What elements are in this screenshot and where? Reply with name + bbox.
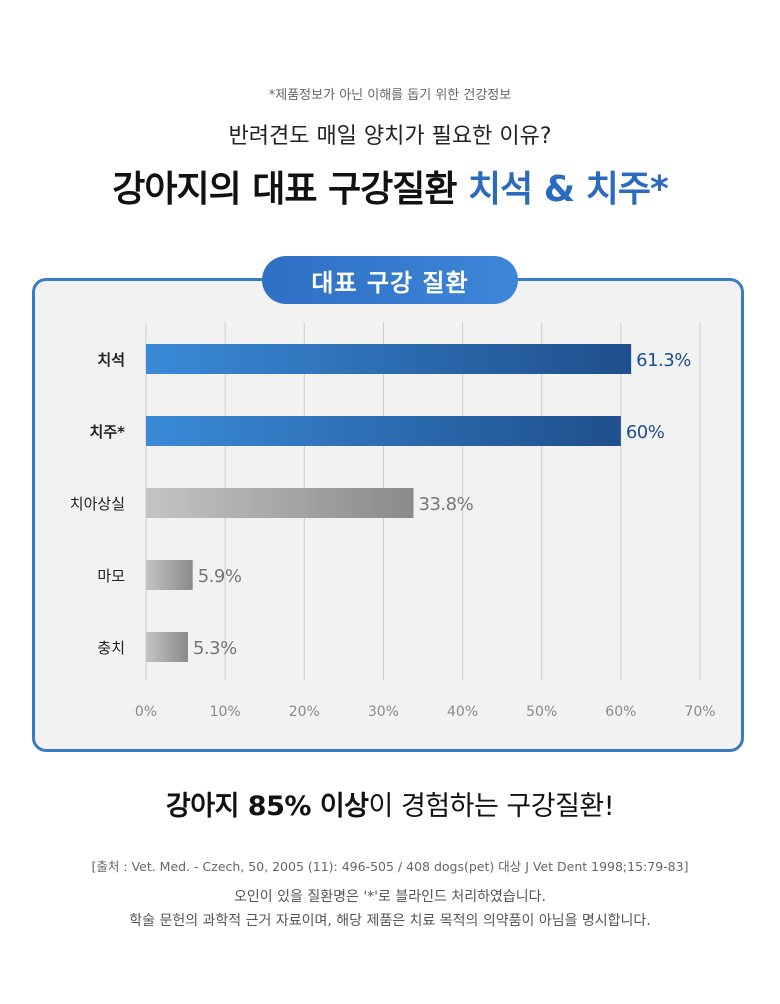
headline-main: 강아지의 대표 구강질환 <box>112 169 469 210</box>
category-label: 치아상실 <box>70 495 125 513</box>
blind-notice: 오인이 있을 질환명은 '*'로 블라인드 처리하였습니다. <box>234 889 546 905</box>
bar <box>146 344 632 374</box>
headline-accent: 치석 & 치주* <box>468 169 669 210</box>
x-tick-label: 20% <box>289 704 320 720</box>
value-label: 5.3% <box>193 638 237 659</box>
x-tick-label: 10% <box>210 704 241 720</box>
category-label: 치석 <box>97 351 125 369</box>
x-tick-label: 0% <box>135 704 157 720</box>
category-label: 마모 <box>97 567 125 585</box>
category-label: 치주* <box>90 423 126 441</box>
x-tick-label: 50% <box>526 704 557 720</box>
x-tick-label: 40% <box>447 704 478 720</box>
value-label: 33.8% <box>419 494 474 515</box>
value-label: 5.9% <box>198 566 242 587</box>
x-tick-label: 70% <box>684 704 715 720</box>
bar <box>146 488 414 518</box>
page-subtitle: 반려견도 매일 양치가 필요한 이유? <box>228 124 552 149</box>
bar <box>146 632 188 662</box>
bar <box>146 560 193 590</box>
x-tick-label: 30% <box>368 704 399 720</box>
bar <box>146 416 621 446</box>
page-headline: 강아지의 대표 구강질환 치석 & 치주* <box>0 160 780 212</box>
bottom-claim: 강아지 85% 이상이 경험하는 구강질환! <box>0 784 780 823</box>
claim-rest: 이 경험하는 구강질환! <box>368 791 615 822</box>
category-label: 충치 <box>97 639 125 657</box>
health-info-disclaimer: *제품정보가 아닌 이해를 돕기 위한 건강정보 <box>268 88 512 103</box>
value-label: 60% <box>626 422 665 443</box>
value-label: 61.3% <box>636 350 691 371</box>
source-citation: [출처 : Vet. Med. - Czech, 50, 2005 (11): … <box>91 859 689 874</box>
chart-title: 대표 구강 질환 <box>262 256 518 304</box>
medical-disclaimer: 학술 문헌의 과학적 근거 자료이며, 해당 제품은 치료 목적의 의약품이 아… <box>129 913 651 929</box>
x-tick-label: 60% <box>605 704 636 720</box>
claim-bold: 강아지 85% 이상 <box>165 791 369 822</box>
